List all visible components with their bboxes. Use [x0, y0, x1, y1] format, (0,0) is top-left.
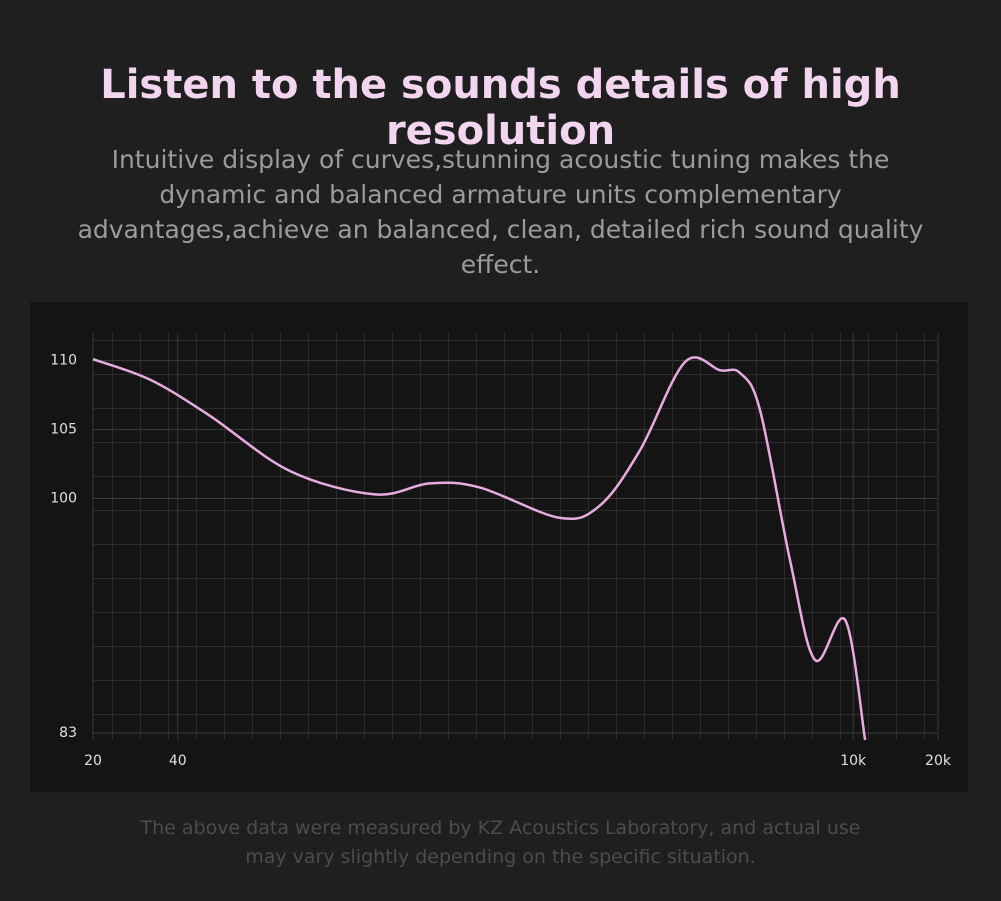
footnote: The above data were measured by KZ Acous…: [140, 817, 861, 868]
y-tick-label: 83: [59, 725, 77, 741]
x-tick-label: 20: [84, 753, 102, 769]
x-tick-label: 40: [169, 753, 187, 769]
title: Listen to the sounds details of high res…: [100, 62, 901, 154]
y-tick-label: 110: [50, 353, 77, 369]
x-tick-label: 20k: [925, 753, 952, 769]
y-tick-label: 105: [50, 422, 77, 438]
response-curve: [92, 356, 867, 741]
x-tick-label: 10k: [840, 753, 867, 769]
subtitle: Intuitive display of curves,stunning aco…: [77, 145, 924, 279]
y-tick-label: 100: [50, 491, 77, 507]
plot-area: [93, 333, 938, 740]
